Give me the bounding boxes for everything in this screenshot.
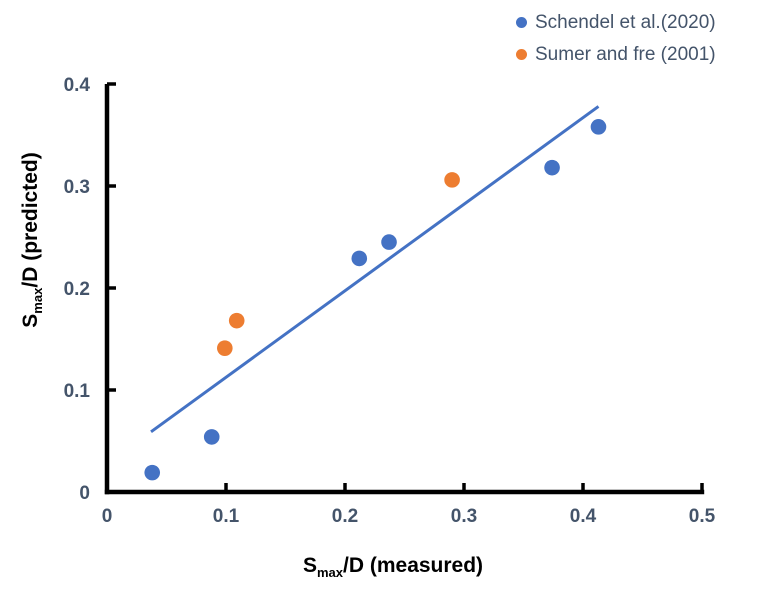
data-point	[381, 234, 397, 250]
data-point	[203, 429, 220, 445]
data-point	[544, 159, 560, 176]
x-tick-label: 0.4	[570, 506, 597, 527]
legend-marker-blue-icon	[516, 17, 527, 28]
x-axis-title-rest: /D (measured)	[343, 554, 484, 577]
legend-label-schendel: Schendel et al.(2020)	[535, 11, 716, 33]
legend-marker-orange-icon	[516, 49, 527, 60]
y-axis-title: Smax/D (predicted)	[19, 152, 46, 328]
x-tick-label: 0.3	[451, 506, 477, 527]
data-point	[351, 250, 368, 267]
y-axis-title-base: S	[19, 313, 42, 328]
x-axis-title: Smax/D (measured)	[302, 554, 484, 581]
y-tick-label: 0.3	[64, 177, 90, 198]
x-axis-title-base: S	[302, 554, 317, 577]
y-axis-title-rest: /D (predicted)	[19, 152, 42, 288]
data-point	[444, 172, 460, 188]
x-axis-title-sub: max	[316, 565, 344, 581]
y-tick-label: 0	[79, 483, 90, 504]
x-tick-label: 0	[102, 506, 113, 527]
data-point	[217, 340, 233, 356]
legend-item-sumer: Sumer and fre (2001)	[516, 40, 716, 69]
data-point	[590, 119, 607, 135]
y-tick-label: 0.2	[64, 279, 90, 300]
y-tick-label: 0.4	[64, 75, 91, 96]
y-tick-label: 0.1	[64, 381, 91, 402]
y-axis-title-sub: max	[30, 287, 46, 314]
data-point	[228, 312, 245, 329]
trend-line	[150, 105, 600, 434]
x-tick-label: 0.1	[213, 506, 240, 527]
x-tick-label: 0.5	[689, 506, 716, 527]
x-tick-label: 0.2	[332, 506, 358, 527]
data-point	[144, 464, 161, 481]
legend-label-sumer: Sumer and fre (2001)	[535, 43, 716, 65]
legend-item-schendel: Schendel et al.(2020)	[516, 8, 716, 37]
legend: Schendel et al.(2020) Sumer and fre (200…	[516, 8, 716, 69]
